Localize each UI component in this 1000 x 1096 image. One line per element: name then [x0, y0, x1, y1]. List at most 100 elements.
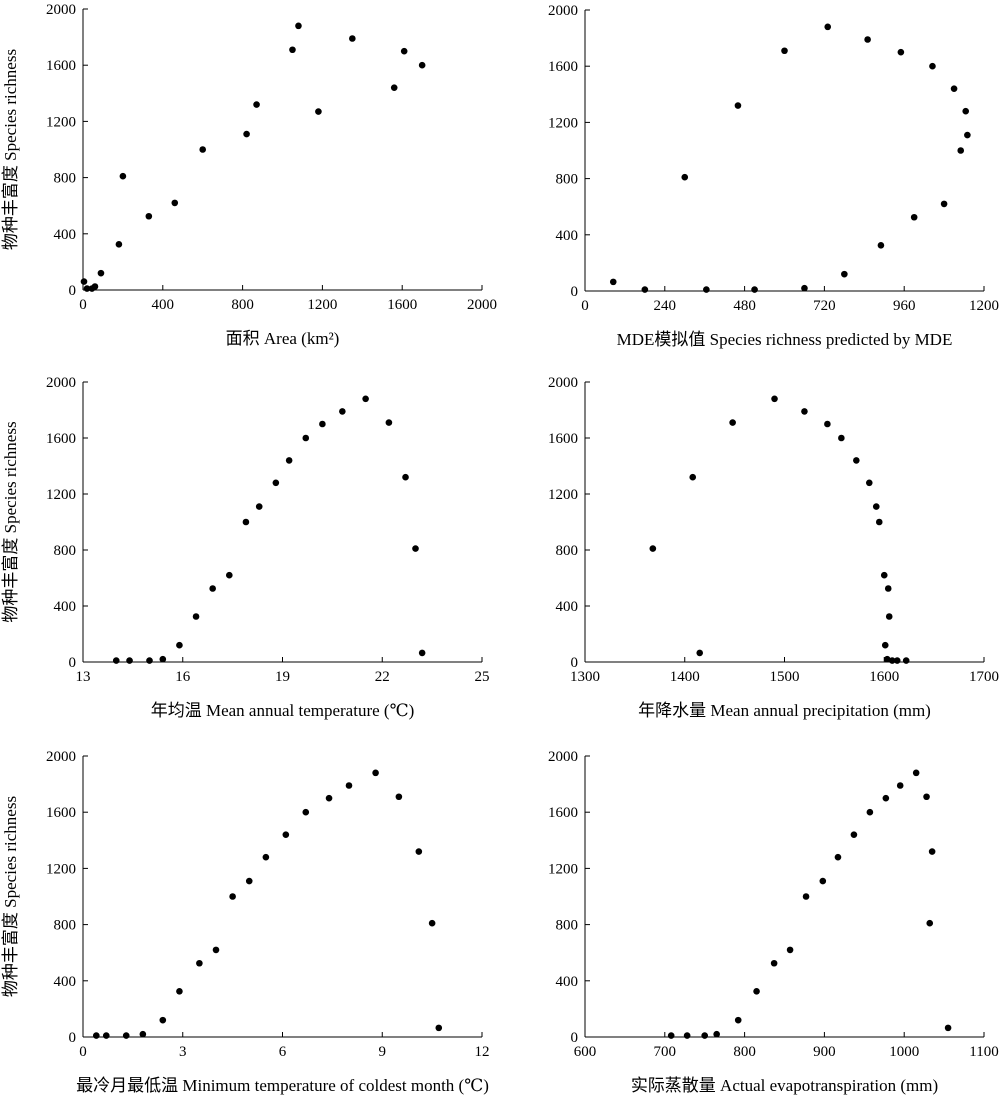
data-point — [885, 613, 893, 620]
data-point — [209, 585, 216, 592]
x-tick-label: 800 — [231, 297, 254, 313]
data-point — [882, 794, 890, 802]
x-tick-label: 13 — [76, 669, 91, 685]
data-point — [285, 457, 293, 464]
x-tick-label: 240 — [654, 298, 677, 314]
x-tick-label: 0 — [581, 298, 589, 314]
data-point — [838, 434, 845, 442]
x-tick-label: 1300 — [570, 669, 600, 685]
data-point — [302, 808, 310, 816]
y-tick-label: 400 — [54, 227, 77, 243]
data-point — [824, 23, 832, 31]
y-tick-label: 800 — [556, 543, 579, 559]
data-point — [435, 1024, 443, 1032]
x-tick-label: 960 — [893, 298, 916, 314]
data-point — [884, 585, 892, 592]
data-point — [944, 1024, 952, 1032]
y-tick-label: 2000 — [46, 749, 76, 765]
data-point — [97, 269, 105, 277]
data-point — [609, 278, 617, 286]
data-point — [923, 793, 930, 801]
data-point — [649, 545, 657, 552]
data-point — [902, 657, 910, 664]
data-point — [176, 988, 183, 995]
x-tick-label: 1100 — [969, 1044, 998, 1060]
data-point — [926, 919, 934, 927]
data-point — [83, 285, 91, 292]
data-point — [229, 893, 236, 900]
y-tick-label: 2000 — [46, 375, 76, 391]
data-point — [729, 419, 736, 426]
data-point — [910, 213, 918, 221]
y-tick-label: 1600 — [46, 805, 76, 821]
data-point — [372, 769, 379, 777]
y-tick-label: 1600 — [548, 59, 578, 75]
y-tick-label: 0 — [571, 284, 579, 300]
data-point — [819, 877, 827, 885]
x-tick-label: 16 — [175, 669, 191, 685]
data-point — [243, 130, 250, 138]
data-point — [212, 946, 220, 954]
x-tick-label: 19 — [275, 669, 290, 685]
data-point — [315, 108, 322, 115]
y-tick-label: 800 — [556, 172, 579, 188]
data-point — [896, 782, 904, 789]
data-point — [245, 877, 253, 885]
x-tick-label: 25 — [475, 669, 490, 685]
data-point — [112, 657, 120, 664]
data-point — [171, 199, 179, 207]
y-tick-label: 800 — [54, 918, 77, 934]
y-tick-label: 1200 — [46, 487, 76, 503]
y-tick-label: 400 — [54, 599, 77, 615]
data-point — [802, 893, 810, 900]
data-point — [781, 47, 788, 55]
data-point — [770, 959, 778, 967]
x-tick-label: 720 — [813, 298, 836, 314]
y-tick-label: 0 — [69, 283, 77, 299]
y-tick-label: 400 — [556, 599, 579, 615]
data-point — [349, 35, 356, 42]
data-point — [302, 434, 310, 442]
data-point — [701, 1032, 708, 1039]
data-point — [385, 419, 393, 426]
x-tick-label: 9 — [379, 1044, 387, 1060]
data-point — [929, 62, 936, 70]
data-point — [689, 473, 697, 481]
data-point — [888, 657, 896, 664]
x-axis-title: 年均温 Mean annual temperature (℃) — [151, 701, 415, 720]
data-point — [853, 457, 860, 464]
data-point — [864, 36, 871, 43]
data-point — [751, 286, 758, 293]
data-point — [319, 420, 326, 428]
y-tick-label: 2000 — [548, 749, 578, 765]
data-point — [801, 284, 808, 292]
data-point — [102, 1032, 110, 1039]
x-tick-label: 480 — [733, 298, 756, 314]
data-point — [834, 853, 842, 861]
data-point — [159, 655, 167, 663]
chart-panel-1: 0 400 800 1200 1600 2000 0 400 800 1200 1600 2000 面积… — [1, 2, 497, 348]
data-point — [139, 1030, 147, 1038]
x-tick-label: 2000 — [467, 297, 497, 313]
data-point — [696, 649, 704, 657]
x-tick-label: 1400 — [670, 669, 700, 685]
data-point — [295, 22, 302, 30]
x-tick-label: 0 — [79, 297, 87, 313]
x-tick-label: 6 — [279, 1044, 287, 1060]
x-tick-label: 800 — [733, 1044, 756, 1060]
data-point — [192, 613, 200, 620]
x-tick-label: 1200 — [307, 297, 337, 313]
data-point — [339, 408, 346, 415]
x-axis-title: 最冷月最低温 Minimum temperature of coldest mo… — [76, 1076, 489, 1095]
data-point — [126, 657, 133, 664]
data-point — [841, 270, 848, 278]
y-tick-label: 0 — [571, 655, 579, 671]
data-point — [824, 420, 831, 428]
y-axis-title: 物种丰富度 Species richness — [1, 796, 20, 997]
data-point — [362, 395, 369, 403]
data-point — [145, 212, 153, 220]
y-tick-label: 2000 — [46, 2, 76, 18]
data-point — [390, 84, 398, 91]
data-point — [226, 571, 233, 579]
